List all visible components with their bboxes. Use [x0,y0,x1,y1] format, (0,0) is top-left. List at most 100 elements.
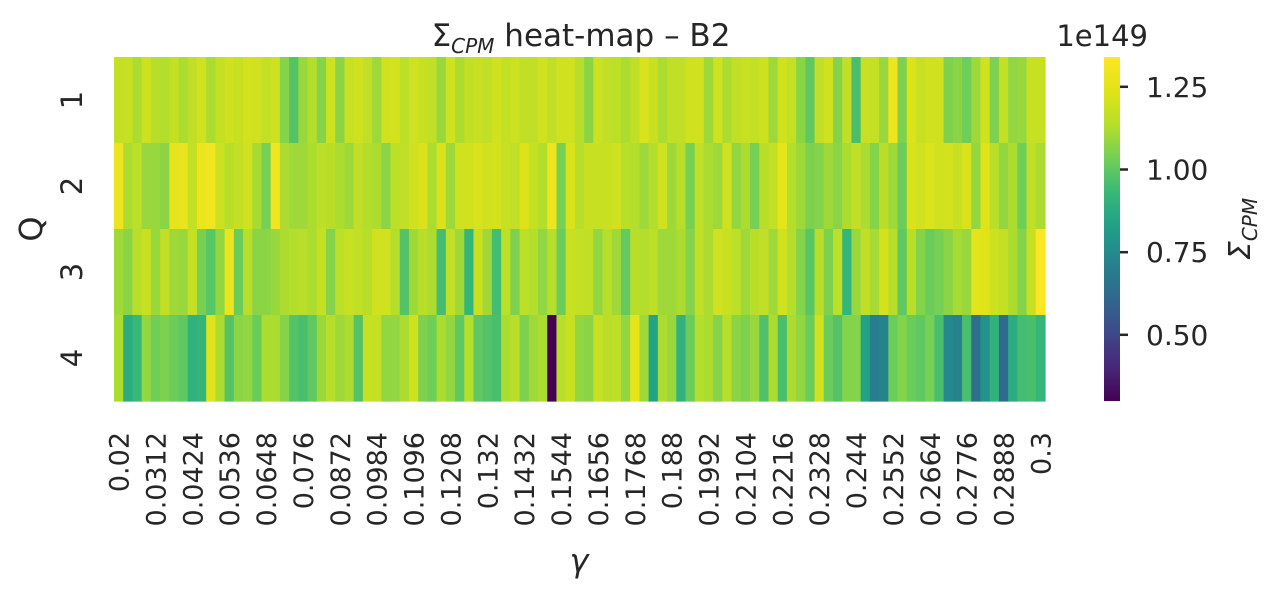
heatmap-cell [1026,229,1037,316]
x-tick-label: 0.076 [289,432,320,509]
heatmap-cell [547,143,558,230]
heatmap-cell [703,57,714,144]
heatmap-cell [307,57,318,144]
heatmap-cell [362,143,373,230]
heatmap-cell [897,229,908,316]
heatmap-cell [860,57,871,144]
x-tick-label: 0.1544 [547,432,578,526]
heatmap-cell [685,315,696,402]
heatmap-cell [427,143,438,230]
heatmap-cell [786,229,797,316]
heatmap-cell [915,315,926,402]
heatmap-cell [169,229,180,316]
heatmap-cell [777,229,788,316]
heatmap-cell [519,143,530,230]
heatmap-cell [169,143,180,230]
row-tick-labels: 1 2 3 4 [55,91,89,367]
heatmap-cell [639,143,650,230]
heatmap-cell [344,57,355,144]
x-tick-label: 0.1992 [695,432,726,526]
heatmap-cell [998,229,1009,316]
heatmap-cell [298,315,309,402]
x-tick-label: 0.2328 [805,432,836,526]
heatmap-cell [602,229,613,316]
heatmap-cell [1035,315,1046,402]
heatmap-cell [879,315,889,402]
heatmap-cell [196,57,207,144]
heatmap-cell [316,229,327,316]
heatmap-cell [473,143,484,230]
heatmap-cell [952,229,963,316]
heatmap-cell [150,143,161,230]
heatmap-cell [934,229,945,316]
heatmap-cell [390,229,401,316]
heatmap-cell [224,143,235,230]
heatmap-cell [307,315,318,402]
colorbar [1104,57,1120,401]
heatmap-cell [187,143,198,230]
heatmap-cell [270,229,281,316]
heatmap-cell [233,315,244,402]
heatmap-cell [750,57,760,144]
heatmap-cell [713,229,723,316]
heatmap-cell [289,229,299,316]
heatmap-cell [768,143,779,230]
heatmap-cell [777,143,788,230]
heatmap-cell [823,57,834,144]
heatmap-cell [574,315,585,402]
heatmap-cell [805,143,816,230]
heatmap-cell [501,229,511,316]
heatmap-cell [897,315,908,402]
heatmap-cell [740,143,751,230]
heatmap-cell [998,57,1009,144]
heatmap-cell [243,315,253,402]
heatmap-cell [464,315,475,402]
heatmap-cell [252,57,263,144]
heatmap-cell [1026,57,1037,144]
heatmap-cell [823,143,834,230]
heatmap-cell [381,57,392,144]
heatmap-cell [390,143,401,230]
heatmap-cell [270,315,281,402]
heatmap-cell [832,315,843,402]
heatmap-cell [261,229,272,316]
heatmap-cell [473,229,484,316]
heatmap-cell [261,143,272,230]
heatmap-cell [869,143,880,230]
heatmap-cell [971,315,982,402]
colorbar-ticks: 0.50 0.75 1.00 1.25 [1120,71,1208,352]
heatmap-cell [362,229,373,316]
heatmap-cell [713,57,723,144]
heatmap-cell [538,143,548,230]
heatmap-cell [243,229,253,316]
heatmap-cell [796,143,806,230]
heatmap-cell [1026,315,1037,402]
heatmap-cell [538,315,548,402]
heatmap-cell [934,315,945,402]
heatmap-cell [694,143,705,230]
heatmap-cell [574,57,585,144]
heatmap-cell [759,229,770,316]
heatmap-cell [556,143,567,230]
heatmap-cell [786,315,797,402]
heatmap-cell [602,57,613,144]
heatmap-cell [565,315,576,402]
x-tick-label: 0.1432 [510,432,541,526]
heatmap-cell [731,143,742,230]
row-tick-label: 1 [55,91,89,109]
heatmap-cell [353,229,364,316]
heatmap-cell [455,315,465,402]
x-tick-label: 0.1768 [621,432,652,526]
heatmap-cell [538,57,548,144]
heatmap-cell [510,143,521,230]
heatmap-cell [759,315,770,402]
heatmap-cell [906,57,917,144]
heatmap-cell [851,143,862,230]
heatmap-cell [381,229,392,316]
heatmap-cell [390,315,401,402]
heatmap-cell [362,315,373,402]
heatmap-cell [584,143,594,230]
heatmap-cell [593,315,604,402]
heatmap-cell [1026,143,1037,230]
heatmap-cell [971,57,982,144]
